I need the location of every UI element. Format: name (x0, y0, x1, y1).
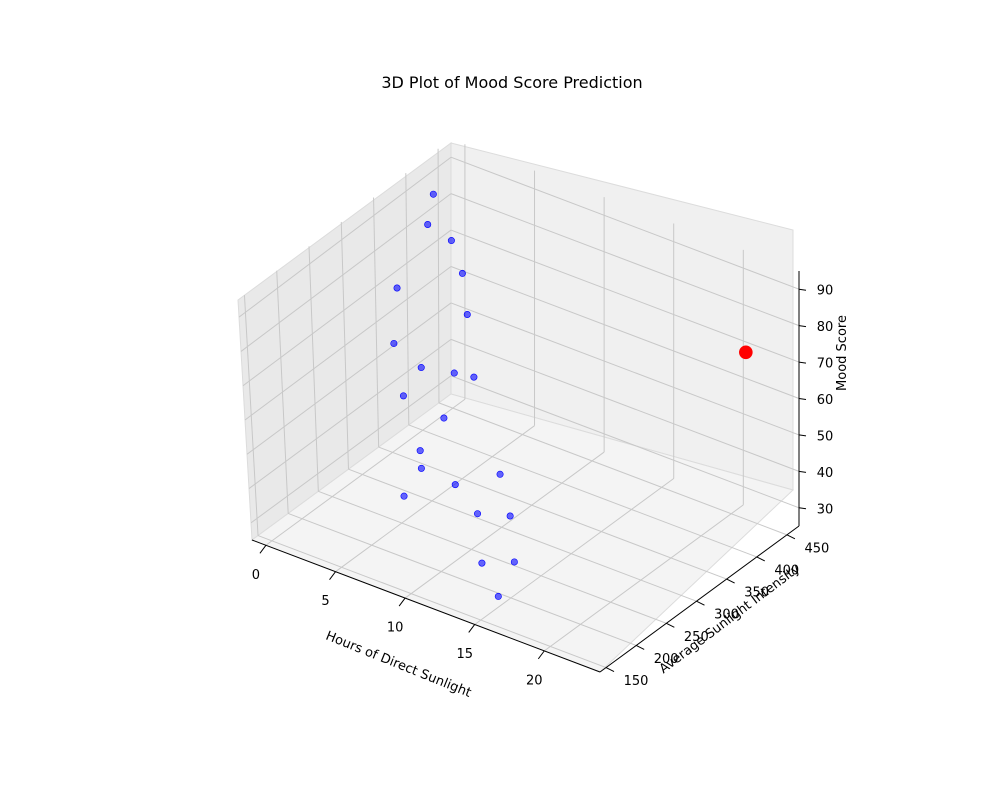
z-tick-mark (798, 398, 807, 400)
y-gridline (378, 446, 727, 580)
y-tick-mark (726, 578, 735, 584)
data-point (424, 220, 432, 228)
y-tick-label: 150 (624, 674, 649, 689)
data-point (447, 237, 455, 245)
x-tick-mark (398, 597, 406, 607)
data-points (390, 190, 753, 600)
z-gridline (240, 193, 452, 352)
y-tick-label: 400 (774, 563, 799, 578)
z-axis-label: Mood Score (835, 315, 850, 391)
x-tick-mark (537, 650, 545, 660)
x-gridline (404, 451, 605, 599)
z-tick-label: 90 (817, 284, 834, 299)
z-gridline (246, 302, 452, 455)
data-point (506, 512, 514, 520)
y-tick-label: 350 (744, 586, 769, 601)
y-gridline (408, 424, 757, 558)
x-gridline (474, 478, 675, 625)
y-gridline (348, 468, 697, 602)
z-tick-mark (798, 361, 807, 364)
prediction-point (739, 345, 753, 360)
z-tick-label: 70 (817, 357, 834, 372)
z-gridline (250, 375, 452, 524)
z-gridline (450, 193, 800, 327)
x-gridline (265, 398, 466, 546)
z-tick-label: 50 (817, 429, 834, 444)
y-tick-label: 250 (684, 630, 709, 645)
x-axis-label: Hours of Direct Sunlight (323, 629, 473, 701)
z-gridline (450, 302, 800, 436)
x-tick-label: 10 (387, 621, 404, 636)
y-axis-line (599, 525, 800, 673)
y-tick-mark (696, 600, 705, 606)
data-point (510, 558, 518, 566)
data-point (450, 369, 458, 377)
x-axis-line (251, 539, 601, 673)
data-point (470, 373, 478, 381)
y-tick-mark (786, 534, 796, 540)
data-point (458, 269, 466, 277)
data-point (474, 510, 482, 518)
x-tick-mark (329, 571, 336, 580)
y-tick-mark (605, 667, 615, 673)
data-point (451, 481, 459, 489)
z-gridline (450, 229, 800, 363)
z-tick-mark (798, 434, 807, 437)
z-gridline (450, 375, 800, 509)
z-tick-label: 30 (817, 502, 834, 517)
y-tick-mark (756, 556, 766, 562)
x-gridline (335, 425, 535, 573)
y-tick-label: 200 (654, 652, 679, 667)
z-gridline (450, 266, 800, 399)
data-point (417, 364, 425, 372)
z-tick-mark (798, 325, 807, 328)
y-tick-label: 300 (714, 608, 739, 623)
x-tick-mark (259, 544, 267, 554)
z-gridline (244, 266, 452, 421)
x-tick-label: 0 (252, 568, 260, 583)
z-tick-mark (798, 288, 807, 291)
z-gridline (248, 338, 452, 489)
data-point (390, 339, 398, 347)
tick-labels: 0 5 10 15 20 150 200 250 300 350 400 450 30 40 50 60 70 8… (252, 284, 833, 689)
z-tick-label: 40 (817, 466, 834, 481)
y-gridline (288, 512, 637, 646)
data-point (496, 470, 504, 478)
data-point (399, 392, 407, 400)
x-tick-label: 20 (526, 673, 543, 688)
data-point (494, 592, 502, 600)
data-point (463, 310, 471, 318)
data-point (429, 190, 437, 198)
x-tick-label: 5 (321, 594, 329, 609)
y-gridline (438, 402, 788, 536)
z-tick-label: 80 (817, 320, 834, 335)
x-gridline (544, 504, 744, 652)
z-gridline (450, 338, 800, 472)
x-tick-label: 15 (456, 647, 473, 662)
y-tick-mark (666, 622, 675, 628)
y-tick-label: 450 (805, 541, 830, 556)
z-gridline (242, 229, 452, 387)
chart-title: 3D Plot of Mood Score Prediction (381, 73, 642, 92)
z-tick-mark (798, 470, 807, 473)
grid-lines (238, 144, 800, 669)
z-gridline (450, 156, 800, 290)
y-gridline (318, 490, 667, 624)
data-point (417, 464, 425, 472)
z-gridline (238, 156, 452, 318)
data-point (416, 447, 424, 455)
y-gridline (257, 535, 607, 669)
z-tick-label: 60 (817, 393, 834, 408)
z-tick-mark (798, 507, 807, 510)
data-point (393, 284, 401, 292)
y-tick-mark (635, 645, 645, 650)
x-tick-mark (468, 624, 476, 633)
data-point (478, 559, 486, 567)
data-point (400, 492, 408, 500)
data-point (440, 414, 448, 422)
axis-lines (251, 271, 807, 673)
